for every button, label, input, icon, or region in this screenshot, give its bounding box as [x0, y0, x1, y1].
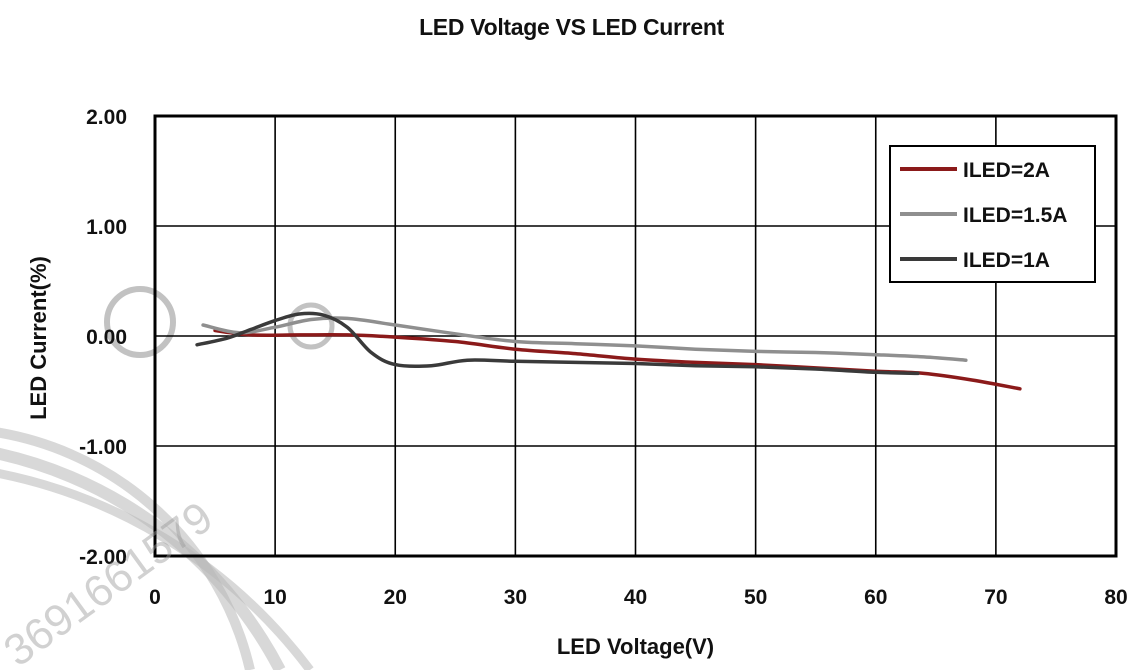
- watermark-circle: [104, 286, 176, 358]
- y-tick-label: 1.00: [86, 216, 127, 239]
- x-tick-label: 60: [864, 586, 887, 609]
- series-3: [195, 311, 920, 376]
- y-tick-label: -1.00: [79, 436, 127, 459]
- x-axis-label: LED Voltage(V): [557, 634, 714, 659]
- x-tick-label: 50: [744, 586, 767, 609]
- watermark-arc: [0, 427, 255, 670]
- x-tick-label: 20: [384, 586, 407, 609]
- watermark-text-layer: 3691661579: [0, 493, 222, 670]
- y-axis-label: LED Current(%): [26, 256, 51, 420]
- legend: ILED=2A ILED=1.5A ILED=1A: [889, 145, 1096, 283]
- chart-title: LED Voltage VS LED Current: [419, 14, 724, 40]
- series-line: [201, 316, 968, 362]
- x-tick-label: 80: [1104, 586, 1127, 609]
- x-tick-label: 0: [149, 586, 161, 609]
- series-2: [201, 316, 968, 362]
- x-tick-label: 30: [504, 586, 527, 609]
- y-tick-label: 0.00: [86, 326, 127, 349]
- series-layer: [195, 311, 1022, 391]
- legend-label: ILED=1.5A: [963, 204, 1067, 227]
- series-line: [195, 311, 920, 376]
- y-tick-label: 2.00: [86, 106, 127, 129]
- watermark-arc: [0, 469, 314, 670]
- watermark-circle: [287, 302, 335, 350]
- watermark-text: 3691661579: [0, 493, 222, 670]
- plot-frame: [153, 114, 1118, 558]
- legend-label: ILED=2A: [963, 159, 1050, 182]
- y-tick-labels: 2.00 1.00 0.00 -1.00 -2.00: [79, 106, 127, 569]
- legend-label: ILED=1A: [963, 249, 1050, 272]
- x-tick-label: 40: [624, 586, 647, 609]
- y-tick-label: -2.00: [79, 546, 127, 569]
- x-tick-labels: 0 10 20 30 40 50 60 70 80: [149, 586, 1128, 609]
- x-tick-label: 10: [263, 586, 286, 609]
- x-tick-label: 70: [984, 586, 1007, 609]
